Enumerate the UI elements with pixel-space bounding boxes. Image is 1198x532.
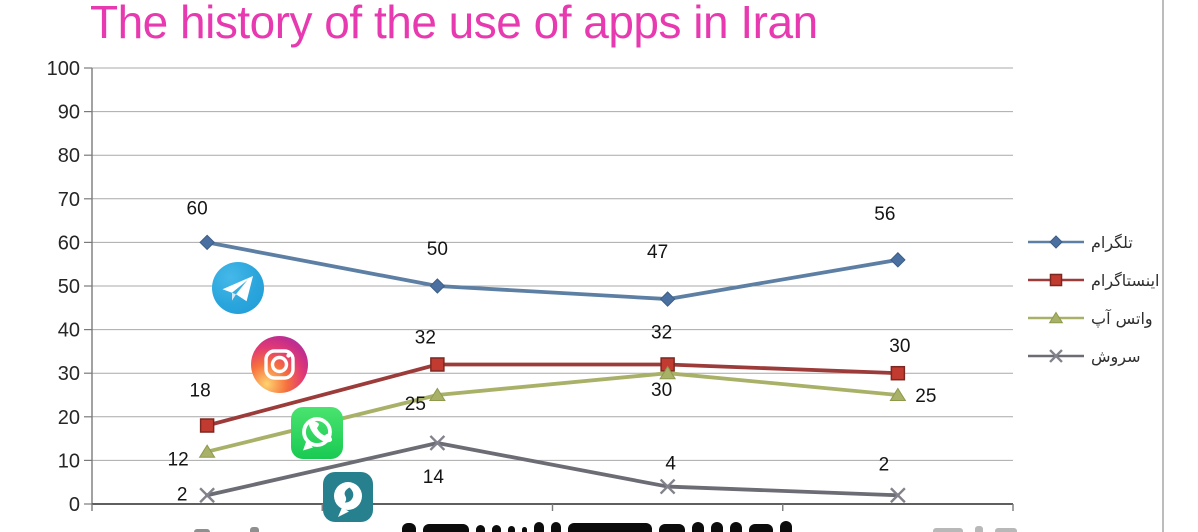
- legend-label-whatsapp: واتس آپ: [1091, 308, 1153, 328]
- glyph-fragment: [423, 524, 469, 532]
- y-axis-label: 100: [47, 58, 80, 80]
- y-axis-label: 70: [58, 189, 80, 211]
- data-label-whatsapp: 25: [915, 386, 936, 407]
- series-soroush: 2 14 4 2: [177, 435, 906, 505]
- telegram-paper-plane-icon: [222, 276, 253, 302]
- legend-label-instagram: اینستاگرام: [1091, 270, 1160, 290]
- instagram-camera-icon: [264, 349, 295, 380]
- glyph-fragment: [534, 522, 544, 532]
- data-label-whatsapp: 25: [405, 394, 426, 415]
- legend-marker-soroush: [1028, 349, 1084, 363]
- legend-item-soroush: سروش: [1028, 337, 1160, 375]
- data-label-soroush: 14: [423, 467, 445, 488]
- y-axis-label: 40: [58, 320, 80, 342]
- glyph-fragment: [711, 522, 723, 532]
- y-axis-label: 10: [58, 450, 80, 472]
- chart-legend: تلگرام اینستاگرام واتس آپ سروش: [1028, 223, 1160, 375]
- y-axis-label: 60: [58, 232, 80, 254]
- cutoff-text-fragment-right: [933, 526, 1029, 532]
- data-label-whatsapp: 30: [651, 380, 672, 401]
- glyph-fragment: [522, 527, 527, 532]
- y-axis-label: 0: [69, 494, 80, 516]
- glyph-fragment: [551, 522, 561, 532]
- glyph-fragment: [250, 527, 259, 532]
- glyph-fragment: [508, 526, 515, 532]
- glyph-fragment: [402, 523, 416, 532]
- telegram-app-icon: [212, 262, 264, 314]
- data-label-instagram: 32: [651, 322, 672, 343]
- data-label-soroush: 2: [177, 484, 188, 505]
- series-instagram: 18 32 32 30: [190, 322, 910, 433]
- data-label-telegram: 50: [427, 239, 448, 260]
- soroush-flame-bubble-icon: [334, 482, 362, 517]
- whatsapp-phone-bubble-icon: [302, 417, 333, 451]
- glyph-fragment: [975, 526, 983, 532]
- legend-marker-whatsapp: [1028, 311, 1084, 324]
- data-label-instagram: 18: [190, 381, 211, 402]
- y-axis-label: 90: [58, 102, 80, 124]
- instagram-app-icon: [251, 336, 308, 393]
- y-axis-label: 50: [58, 276, 80, 298]
- series-telegram: 60 50 47 56: [187, 198, 906, 307]
- glyph-fragment: [492, 525, 501, 532]
- glyph-fragment: [995, 528, 1017, 532]
- y-axis-label: 80: [58, 145, 80, 167]
- glyph-fragment: [194, 529, 210, 532]
- gridlines-and-yaxis: 0 10 20 30 40 50 60 70 80 90 100: [47, 58, 1013, 516]
- whatsapp-app-icon: [291, 407, 343, 459]
- legend-item-instagram: اینستاگرام: [1028, 261, 1160, 299]
- cutoff-text-fragment-center: [402, 521, 799, 532]
- data-label-telegram: 60: [187, 198, 208, 219]
- data-label-soroush: 4: [665, 454, 676, 475]
- data-label-whatsapp: 12: [168, 450, 189, 471]
- data-label-soroush: 2: [879, 454, 890, 475]
- glyph-fragment: [659, 524, 685, 532]
- legend-item-whatsapp: واتس آپ: [1028, 299, 1160, 337]
- legend-marker-telegram: [1028, 235, 1084, 249]
- glyph-fragment: [730, 522, 742, 532]
- legend-item-telegram: تلگرام: [1028, 223, 1160, 261]
- data-label-instagram: 32: [415, 327, 436, 348]
- legend-marker-instagram: [1028, 273, 1084, 287]
- legend-label-telegram: تلگرام: [1091, 232, 1133, 252]
- y-axis-label: 30: [58, 363, 80, 385]
- soroush-app-icon: [323, 472, 373, 522]
- glyph-fragment: [692, 522, 704, 532]
- legend-label-soroush: سروش: [1091, 346, 1141, 366]
- cutoff-text-fragment-left: [194, 527, 299, 532]
- glyph-fragment: [780, 521, 792, 532]
- glyph-fragment: [476, 525, 485, 532]
- glyph-fragment: [933, 528, 963, 532]
- glyph-fragment: [568, 523, 652, 532]
- y-axis-label: 20: [58, 407, 80, 429]
- chart-area-border: [1162, 0, 1164, 532]
- data-label-telegram: 47: [647, 242, 668, 263]
- data-label-telegram: 56: [874, 204, 895, 225]
- data-label-instagram: 30: [889, 336, 910, 357]
- glyph-fragment: [749, 524, 773, 532]
- page-title: The history of the use of apps in Iran: [90, 0, 818, 48]
